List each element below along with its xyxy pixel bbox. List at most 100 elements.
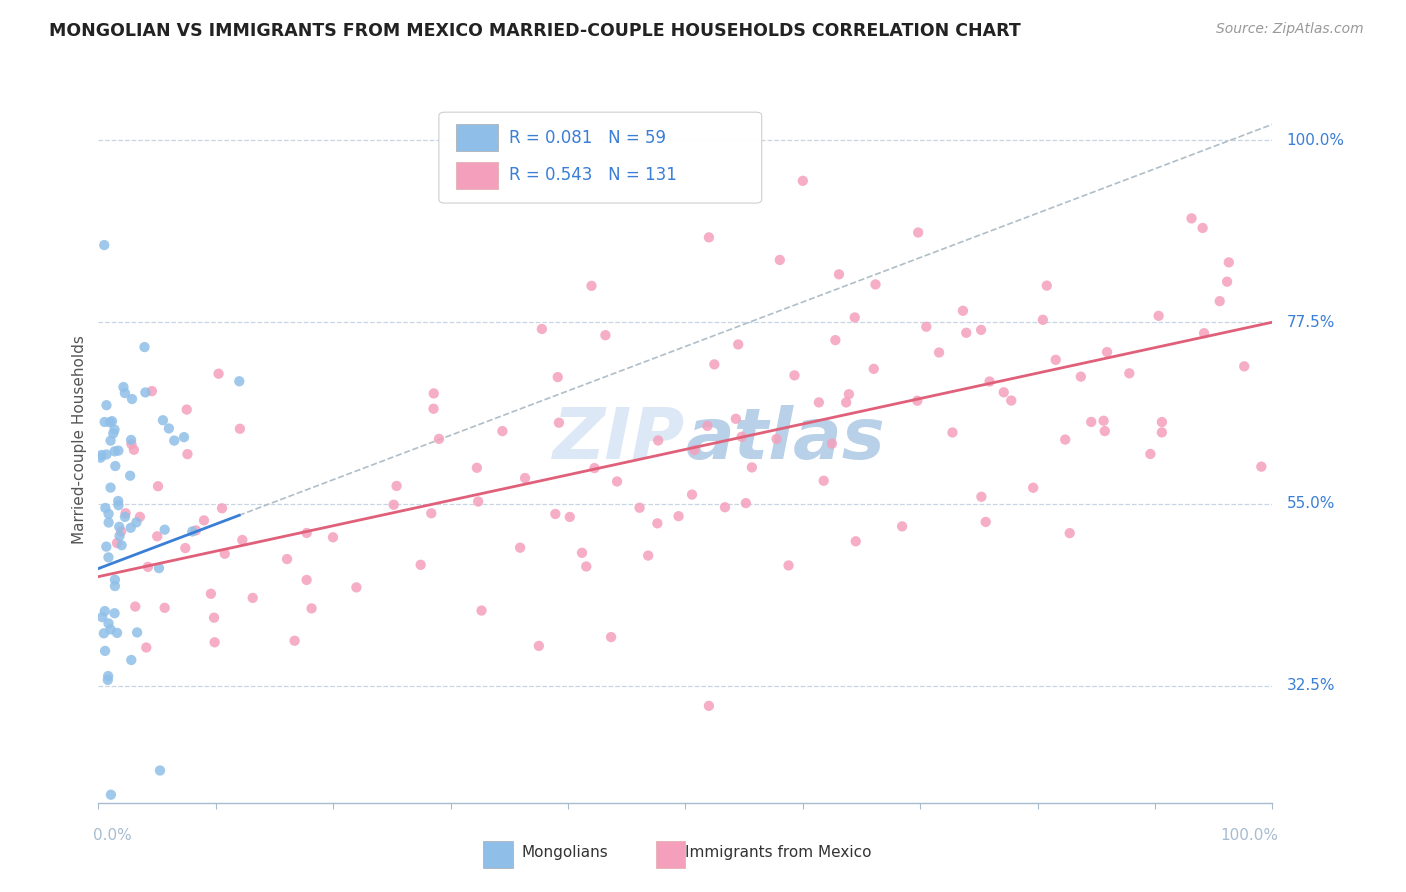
Point (845, 534, 868, 549)
Point (382, 498, 405, 512)
Point (778, 558, 800, 573)
Point (124, 599, 146, 614)
Point (765, 432, 787, 446)
Point (173, 430, 195, 444)
Point (120, 433, 142, 447)
Point (101, 414, 124, 428)
Point (1139, 447, 1161, 461)
Point (824, 333, 846, 347)
Point (941, 425, 963, 440)
Point (100, 788, 122, 802)
Text: atlas: atlas (686, 405, 886, 474)
Point (668, 509, 690, 524)
Point (1192, 326, 1215, 341)
Point (491, 424, 513, 438)
Point (103, 423, 125, 437)
Point (146, 479, 169, 493)
Text: 100.0%: 100.0% (1220, 829, 1278, 843)
Point (94, 500, 117, 515)
Point (136, 560, 159, 574)
Point (120, 521, 142, 535)
Point (96, 540, 118, 554)
Point (100, 481, 122, 495)
FancyBboxPatch shape (439, 112, 762, 203)
Point (114, 386, 136, 401)
Text: MONGOLIAN VS IMMIGRANTS FROM MEXICO MARRIED-COUPLE HOUSEHOLDS CORRELATION CHART: MONGOLIAN VS IMMIGRANTS FROM MEXICO MARR… (49, 22, 1021, 40)
Point (907, 226, 929, 240)
Point (581, 278, 603, 293)
Point (993, 385, 1015, 400)
Point (513, 471, 536, 485)
Point (94, 604, 117, 618)
Point (181, 524, 204, 539)
Point (527, 639, 550, 653)
Point (105, 536, 128, 550)
Text: Immigrants from Mexico: Immigrants from Mexico (686, 845, 872, 860)
Point (683, 443, 706, 458)
Point (915, 319, 938, 334)
Point (1209, 294, 1232, 309)
Point (153, 523, 176, 537)
Point (174, 541, 197, 555)
Point (548, 416, 571, 430)
Point (202, 610, 225, 624)
Point (104, 458, 127, 473)
Text: 100.0%: 100.0% (1286, 133, 1344, 148)
Point (107, 494, 129, 508)
Point (783, 368, 806, 383)
Point (108, 520, 131, 534)
Point (110, 524, 132, 539)
Point (100, 623, 122, 637)
Point (146, 529, 169, 543)
Point (979, 375, 1001, 389)
Text: ZIP: ZIP (553, 405, 686, 474)
Point (952, 303, 974, 318)
Point (301, 601, 323, 615)
Point (970, 323, 993, 337)
Point (838, 387, 860, 401)
Point (891, 519, 914, 533)
Point (420, 506, 443, 520)
Point (93, 626, 115, 640)
Point (97, 550, 120, 565)
Point (153, 600, 176, 615)
Point (112, 380, 135, 394)
Point (1150, 425, 1173, 440)
Point (1000, 393, 1022, 408)
Point (844, 310, 866, 325)
Point (96, 447, 118, 461)
Point (1147, 309, 1170, 323)
Point (427, 432, 450, 446)
Point (734, 496, 756, 510)
Point (127, 625, 149, 640)
Point (696, 418, 718, 433)
Point (697, 698, 720, 713)
Point (571, 546, 593, 560)
Point (558, 510, 581, 524)
Text: 0.0%: 0.0% (93, 829, 131, 843)
Point (184, 524, 207, 538)
Text: Source: ZipAtlas.com: Source: ZipAtlas.com (1216, 22, 1364, 37)
Point (1022, 481, 1045, 495)
Point (125, 516, 148, 530)
Point (970, 490, 993, 504)
Point (647, 516, 669, 531)
Point (530, 322, 553, 336)
Point (134, 340, 156, 354)
Point (821, 436, 844, 450)
Point (107, 443, 129, 458)
Point (647, 434, 669, 448)
FancyBboxPatch shape (657, 840, 686, 868)
Point (1094, 424, 1116, 438)
Point (681, 487, 703, 501)
Point (807, 395, 830, 409)
Point (544, 507, 567, 521)
Point (509, 541, 531, 555)
Point (93, 415, 115, 429)
Point (422, 401, 444, 416)
Point (600, 630, 623, 644)
Point (103, 426, 125, 441)
Point (107, 498, 129, 512)
FancyBboxPatch shape (457, 161, 498, 189)
Point (104, 573, 127, 587)
